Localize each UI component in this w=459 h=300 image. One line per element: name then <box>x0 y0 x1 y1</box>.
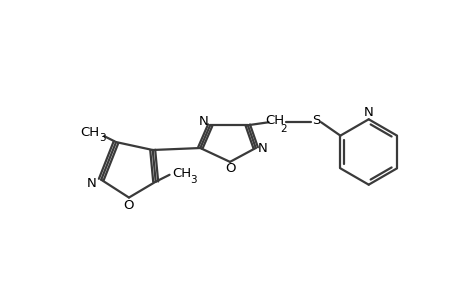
Text: 2: 2 <box>280 124 286 134</box>
Text: CH: CH <box>172 167 190 180</box>
Text: CH: CH <box>264 114 284 127</box>
Text: CH: CH <box>81 126 100 139</box>
Text: N: N <box>257 142 267 154</box>
Text: 3: 3 <box>190 175 196 185</box>
Text: N: N <box>198 115 207 128</box>
Text: 3: 3 <box>99 133 105 143</box>
Text: O: O <box>224 162 235 175</box>
Text: N: N <box>86 177 96 190</box>
Text: N: N <box>363 106 373 119</box>
Text: S: S <box>311 114 319 127</box>
Text: O: O <box>123 199 134 212</box>
